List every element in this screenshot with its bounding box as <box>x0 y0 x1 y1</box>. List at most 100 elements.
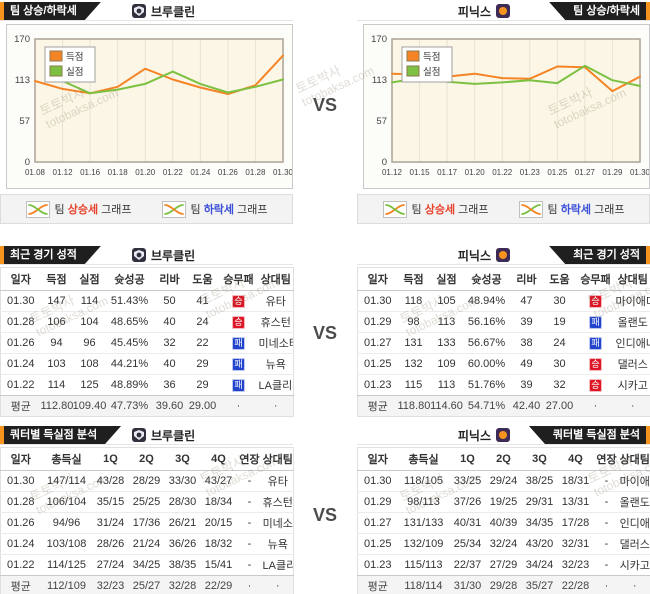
svg-text:170: 170 <box>14 34 30 45</box>
table-cell: 39 <box>509 311 544 333</box>
table-cell: - <box>593 554 620 576</box>
column-header: 1Q <box>92 447 129 471</box>
result-badge-loss: 패 <box>232 336 245 350</box>
column-header: 3Q <box>521 447 558 471</box>
table-row: 01.30 147 114 51.43% 50 41 승 유타 <box>0 290 294 312</box>
trend-up-icon <box>25 200 50 218</box>
svg-text:01.17: 01.17 <box>437 168 458 177</box>
table-cell: - <box>236 470 263 492</box>
trend-chart-left-box: 0 57 113 170 01.08 01.12 01.16 01.18 01.20 01.22 0… <box>6 24 293 189</box>
average-cell: 112.80 <box>40 395 73 417</box>
table-cell: 마이애미 <box>615 290 650 312</box>
team-tag-brooklyn: 브루클린 <box>132 426 195 444</box>
average-cell: 32/28 <box>164 575 201 594</box>
table-cell: 뉴욕 <box>258 353 294 375</box>
table-cell: 115/113 <box>397 554 450 576</box>
quarter-header-left: 쿼터별 득실점 분석 브루클린 <box>0 426 293 445</box>
average-cell: · <box>258 395 294 417</box>
result-cell: 패 <box>218 374 259 396</box>
trend-down-icon <box>518 200 543 218</box>
trend-legend-text: 팀 상승세 그래프 <box>54 204 132 216</box>
table-cell: 38 <box>509 332 544 354</box>
trend-up-icon <box>382 200 407 218</box>
trend-legend-item-down: 팀 하락세 그래프 <box>518 200 624 218</box>
table-cell: 147 <box>40 290 73 312</box>
svg-text:01.20: 01.20 <box>465 168 486 177</box>
table-cell: 휴스턴 <box>262 491 294 513</box>
column-header: 득점 <box>397 267 430 291</box>
result-cell: 승 <box>218 290 259 312</box>
trend-chart-right-box: 0 57 113 170 01.12 01.15 01.17 01.20 01.22 01.23 0… <box>363 24 650 189</box>
brooklyn-logo-icon <box>132 428 146 442</box>
average-cell: 27.00 <box>543 395 576 417</box>
trend-legend-left: 팀 상승세 그래프 팀 하락세 그래프 <box>0 194 293 224</box>
svg-text:0: 0 <box>382 157 387 168</box>
svg-text:01.29: 01.29 <box>602 168 623 177</box>
result-cell: 패 <box>575 332 616 354</box>
svg-text:득점: 득점 <box>423 51 440 63</box>
column-header: 일자 <box>0 447 41 471</box>
column-header: 총득실 <box>397 447 450 471</box>
table-cell: 36/26 <box>164 533 201 555</box>
table-cell: 103/108 <box>40 533 93 555</box>
table-cell: 30 <box>543 290 576 312</box>
quarter-table-left: 일자 총득실 1Q 2Q 3Q 4Q 연장 상대팀 01.30 147/114 43/28 28/29… <box>0 447 294 594</box>
svg-text:01.22: 01.22 <box>163 168 184 177</box>
table-cell: 01.25 <box>357 533 398 555</box>
column-header: 승무패 <box>575 267 616 291</box>
table-cell: 40 <box>152 353 187 375</box>
column-header: 리바 <box>152 267 187 291</box>
table-cell: - <box>593 491 620 513</box>
quarter-header-right: 쿼터별 득실점 분석 피닉스 <box>357 426 650 445</box>
table-cell: 48.89% <box>106 374 153 396</box>
table-cell: 01.28 <box>0 491 41 513</box>
table-cell: 36 <box>152 374 187 396</box>
table-cell: 01.24 <box>0 533 41 555</box>
table-row: 01.30 147/114 43/28 28/29 33/30 43/27- 유타 <box>0 470 294 492</box>
average-cell: 114.60 <box>429 395 464 417</box>
table-cell: 15/41 <box>200 554 237 576</box>
svg-text:01.30: 01.30 <box>273 168 292 177</box>
brooklyn-logo-icon <box>132 4 146 18</box>
table-cell: 56.67% <box>463 332 510 354</box>
phoenix-logo-icon <box>496 4 510 18</box>
result-cell: 승 <box>575 290 616 312</box>
quarter-section: 쿼터별 득실점 분석 브루클린 일자 총득실 1Q 2Q 3Q 4Q 연장 상대팀 01.30 1… <box>0 426 650 594</box>
table-cell: - <box>236 512 263 534</box>
vs-label-1: VS <box>312 95 338 115</box>
table-row: 01.28 106 104 48.65% 40 24 승 휴스턴 <box>0 311 294 333</box>
average-cell: · <box>593 575 620 594</box>
table-cell: 인디애 <box>619 512 650 534</box>
table-row: 01.23 115 113 51.76% 39 32 승 시카고 <box>357 374 650 396</box>
table-row: 01.27 131/133 40/31 40/39 34/35 17/28- 인디애 <box>357 512 650 534</box>
table-cell: 104 <box>72 311 107 333</box>
table-cell: 118 <box>397 290 430 312</box>
table-cell: 17/28 <box>557 512 594 534</box>
table-cell: 34/24 <box>521 554 558 576</box>
table-cell: - <box>236 554 263 576</box>
table-cell: 29 <box>186 374 219 396</box>
svg-text:113: 113 <box>372 75 387 86</box>
column-header: 실점 <box>72 267 107 291</box>
trend-legend-item-up: 팀 상승세 그래프 <box>25 200 132 218</box>
column-header: 도움 <box>543 267 576 291</box>
table-cell: 114/125 <box>40 554 93 576</box>
column-header: 4Q <box>557 447 594 471</box>
table-cell: - <box>593 470 620 492</box>
table-cell: 29/24 <box>485 470 522 492</box>
table-cell: 118/105 <box>397 470 450 492</box>
table-row: 01.24 103/108 28/26 21/24 36/26 18/32- 뉴욕 <box>0 533 294 555</box>
table-cell: 33/25 <box>449 470 486 492</box>
column-header: 득점 <box>40 267 73 291</box>
table-cell: 35/15 <box>92 491 129 513</box>
team-name-left: 브루클린 <box>151 248 196 263</box>
table-row: 01.29 98 113 56.16% 39 19 패 올랜도 <box>357 311 650 333</box>
table-cell: 133 <box>429 332 464 354</box>
table-cell: 125 <box>72 374 107 396</box>
table-cell: 20/15 <box>200 512 237 534</box>
trend-legend-text: 팀 하락세 그래프 <box>190 204 268 216</box>
table-cell: 01.27 <box>357 512 398 534</box>
trend-section-title-right: 팀 상승/하락세 <box>549 2 650 20</box>
